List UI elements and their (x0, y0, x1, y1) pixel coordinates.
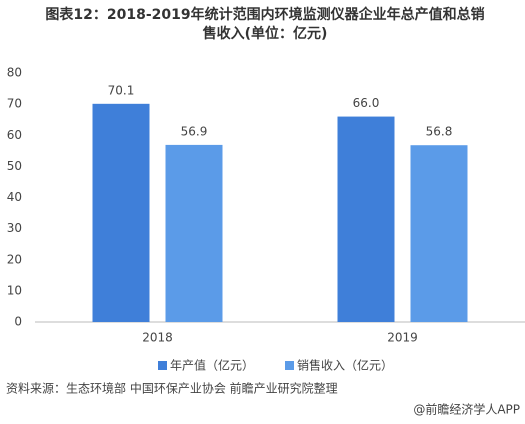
legend-swatch (158, 361, 167, 370)
chart-title: 图表12：2018-2019年统计范围内环境监测仪器企业年总产值和总销售收入(单… (45, 7, 485, 42)
value-label: 66.0 (353, 96, 380, 110)
y-tick-label: 10 (7, 283, 22, 297)
value-label: 56.8 (426, 125, 453, 139)
bar (165, 144, 223, 322)
legend-swatch (285, 361, 294, 370)
bar (92, 103, 150, 322)
y-tick-label: 70 (7, 97, 22, 111)
value-label: 56.9 (181, 124, 208, 138)
bar (410, 145, 468, 322)
watermark: @前瞻经济学人APP (413, 402, 520, 417)
bar (337, 116, 395, 322)
y-tick-label: 30 (7, 221, 22, 235)
legend-label: 年产值（亿元） (170, 358, 254, 373)
y-tick-label: 60 (7, 128, 22, 142)
x-tick-label: 2018 (142, 331, 173, 345)
legend-label: 销售收入（亿元） (297, 358, 393, 373)
y-tick-label: 50 (7, 159, 22, 173)
y-tick-label: 20 (7, 252, 22, 266)
value-label: 70.1 (108, 83, 135, 97)
y-tick-label: 40 (7, 190, 22, 204)
y-tick-label: 0 (14, 315, 22, 329)
y-tick-label: 80 (7, 66, 22, 80)
source: 资料来源：生态环境部 中国环保产业协会 前瞻产业研究院整理 (6, 381, 338, 396)
x-tick-label: 2019 (387, 331, 418, 345)
